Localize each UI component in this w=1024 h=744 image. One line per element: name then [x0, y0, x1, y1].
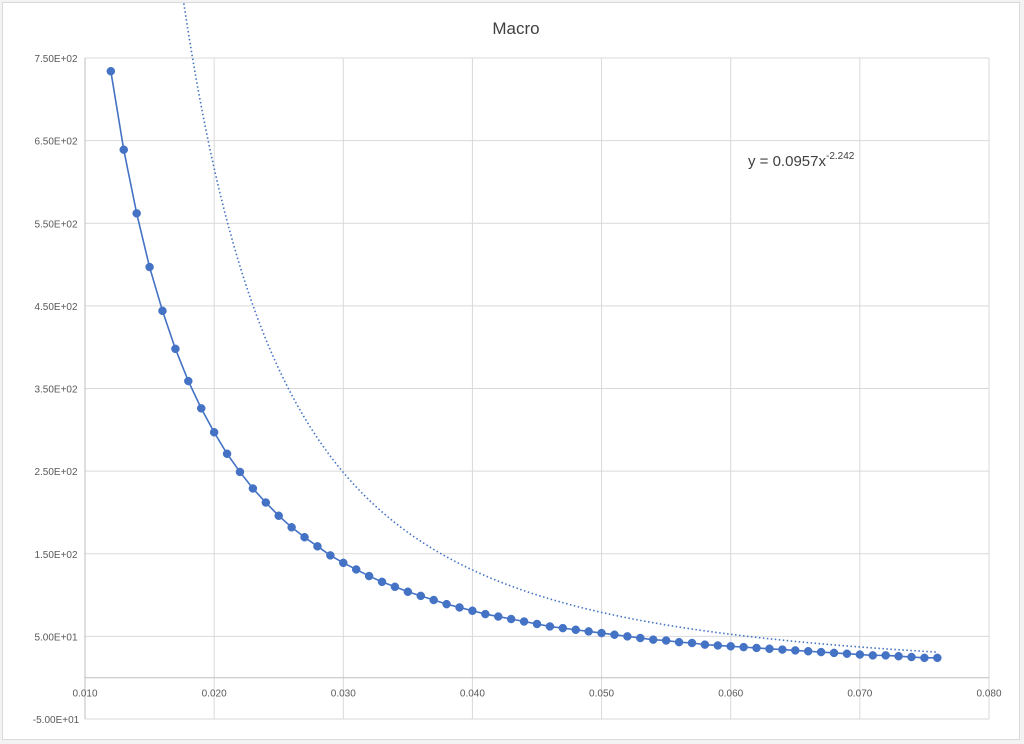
data-point — [106, 66, 116, 76]
data-point — [687, 638, 697, 648]
x-tick-label: 0.030 — [331, 689, 356, 700]
data-point — [610, 630, 619, 639]
data-point — [558, 623, 568, 633]
data-point — [661, 636, 671, 645]
data-point — [648, 635, 658, 644]
y-tick-label: 2.50E+02 — [34, 467, 78, 478]
data-point — [894, 651, 903, 661]
power-trendline — [182, 3, 938, 653]
data-point — [855, 650, 865, 659]
data-point — [752, 643, 761, 653]
data-point — [455, 603, 464, 612]
data-point — [184, 376, 193, 386]
data-point — [222, 449, 232, 459]
y-tick-label: 4.50E+02 — [34, 302, 78, 313]
data-point — [313, 542, 322, 551]
data-point — [829, 648, 839, 658]
data-point — [868, 651, 878, 660]
data-point — [623, 632, 632, 641]
data-point — [803, 646, 813, 656]
trendline-equation-exponent: -2.242 — [826, 151, 855, 162]
data-point — [300, 532, 309, 542]
y-tick-label: 3.50E+02 — [34, 385, 78, 396]
data-point — [390, 582, 400, 592]
data-point — [700, 640, 710, 649]
data-point — [791, 646, 800, 655]
x-tick-label: 0.080 — [976, 689, 1001, 700]
data-point — [132, 209, 141, 218]
data-point — [636, 633, 645, 643]
data-point — [933, 653, 942, 663]
data-point — [339, 558, 348, 568]
data-point — [597, 628, 606, 638]
data-point — [468, 606, 477, 616]
y-tick-label: 5.00E+01 — [34, 632, 78, 643]
data-point — [765, 644, 774, 654]
data-point — [403, 587, 413, 597]
data-point — [261, 498, 271, 507]
data-point — [726, 642, 735, 651]
data-point — [196, 404, 206, 413]
data-point — [881, 651, 890, 660]
y-tick-label: 5.50E+02 — [34, 219, 78, 230]
data-point — [674, 637, 684, 647]
data-point — [429, 595, 438, 605]
x-tick-label: 0.010 — [72, 689, 97, 700]
y-tick-label: 6.50E+02 — [34, 137, 78, 148]
data-point — [920, 653, 929, 663]
data-point — [416, 591, 426, 601]
data-point — [442, 599, 451, 609]
data-point — [171, 344, 180, 354]
data-point — [364, 571, 374, 581]
chart-title: Macro — [492, 19, 539, 38]
data-point — [842, 649, 852, 658]
data-point — [351, 565, 361, 574]
trendline-equation: y = 0.0957x-2.242 — [748, 151, 855, 170]
data-point — [506, 614, 516, 624]
y-tick-label: 7.50E+02 — [34, 54, 78, 65]
data-point — [778, 645, 787, 654]
x-tick-label: 0.060 — [718, 689, 743, 700]
data-point — [571, 625, 580, 635]
chart-canvas: Macro -5.00E+01 5.00E+01 1.50E+02 2.50E+02 3… — [33, 3, 1002, 726]
y-tick-label: -5.00E+01 — [33, 715, 80, 726]
data-point — [377, 577, 387, 587]
data-point — [145, 262, 154, 272]
data-point — [158, 306, 167, 316]
data-point — [494, 612, 503, 621]
data-point — [481, 609, 490, 619]
data-point — [209, 428, 219, 437]
x-tick-label: 0.050 — [589, 689, 614, 700]
data-point — [326, 551, 335, 560]
data-point — [274, 511, 283, 520]
x-tick-label: 0.040 — [460, 689, 485, 700]
data-point — [816, 647, 826, 657]
data-point — [907, 652, 916, 662]
data-point — [235, 467, 245, 477]
plot-area: -5.00E+01 5.00E+01 1.50E+02 2.50E+02 3.50E+0… — [33, 3, 1002, 726]
data-point — [584, 627, 593, 636]
x-tick-label: 0.020 — [202, 689, 227, 700]
data-point — [519, 617, 529, 626]
data-point — [739, 642, 748, 652]
data-point — [713, 641, 723, 650]
trendline-equation-base: y = 0.0957x — [748, 153, 826, 170]
data-point — [532, 619, 542, 629]
data-point — [119, 145, 128, 154]
data-point — [248, 484, 258, 493]
data-point — [287, 523, 296, 532]
data-point — [545, 622, 555, 631]
x-tick-label: 0.070 — [847, 689, 872, 700]
y-tick-label: 1.50E+02 — [34, 550, 78, 561]
